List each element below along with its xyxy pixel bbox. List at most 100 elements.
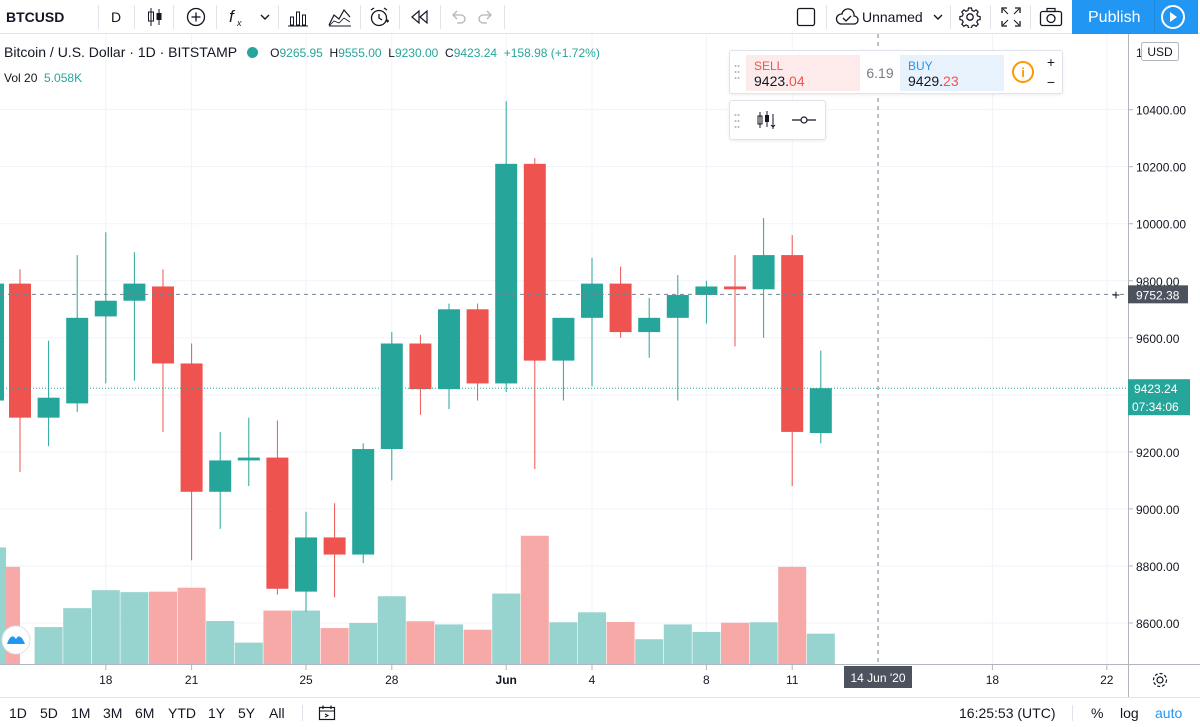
volume-bar (177, 587, 206, 664)
volume-bar (435, 624, 463, 664)
volume-label: Vol 20 (4, 71, 38, 85)
alert-icon[interactable] (365, 0, 393, 34)
high-label: H (329, 46, 339, 60)
drag-handle-icon[interactable] (734, 63, 740, 81)
undo-icon[interactable] (446, 0, 470, 34)
visibility-dot-icon[interactable] (247, 47, 259, 58)
volume-bar (406, 621, 435, 664)
range-all[interactable]: All (269, 705, 285, 721)
range-1m[interactable]: 1M (71, 705, 91, 721)
sell-button[interactable]: SELL 9423.04 (746, 55, 860, 91)
play-icon[interactable] (1161, 5, 1185, 29)
logo-shape (7, 636, 25, 644)
candle-body (724, 286, 746, 290)
financials-icon[interactable] (284, 0, 312, 34)
chart-axes: 8600.008800.009000.009200.009400.009600.… (0, 34, 1200, 697)
order-candles-icon[interactable] (756, 110, 778, 130)
buy-price-main: 9429. (908, 73, 944, 89)
price-tick-label: 8600.00 (1136, 617, 1180, 631)
scale-settings-icon[interactable] (1152, 672, 1168, 688)
trade-widget: SELL 9423.04 6.19 BUY 9429.23 i + − (729, 50, 1063, 94)
auto-toggle[interactable]: auto (1155, 705, 1183, 721)
range-6m[interactable]: 6M (135, 705, 155, 721)
candle-body (752, 255, 775, 290)
price-tick-label: 10200.00 (1136, 161, 1186, 175)
toolbar-divider (278, 5, 279, 29)
volume-bar (349, 622, 378, 664)
range-ytd[interactable]: YTD (168, 705, 196, 721)
cloud-icon[interactable] (834, 0, 860, 34)
countdown-label: 07:34:06 (1132, 400, 1179, 414)
price-tick-label: 9200.00 (1136, 446, 1180, 460)
volume-bar (778, 566, 807, 664)
redo-icon[interactable] (474, 0, 498, 34)
percent-toggle[interactable]: % (1091, 705, 1104, 721)
range-3m[interactable]: 3M (103, 705, 123, 721)
candle-body (66, 317, 89, 404)
price-chart[interactable]: + 8600.008800.009000.009200.009400.00960… (0, 34, 1200, 697)
camera-icon[interactable] (1037, 0, 1065, 34)
range-1d[interactable]: 1D (9, 705, 27, 721)
crosshair-plus-icon: + (1112, 286, 1120, 302)
volume-bar (120, 592, 149, 664)
low-value: 9230.00 (394, 46, 439, 60)
bottom-divider (302, 705, 303, 721)
goto-date-icon[interactable] (318, 698, 338, 727)
chevron-down-icon[interactable] (930, 0, 946, 34)
volume-bar (549, 622, 578, 664)
replay-icon[interactable] (406, 0, 434, 34)
candle-body (152, 286, 174, 364)
time-tick-label: 21 (185, 673, 199, 687)
line-tool-icon[interactable] (790, 110, 818, 130)
plus-icon[interactable]: + (1046, 54, 1056, 70)
time-tick-label: 28 (385, 673, 399, 687)
settings-icon[interactable] (956, 0, 984, 34)
bottom-divider (1072, 705, 1073, 721)
publish-button[interactable]: Publish (1072, 0, 1198, 34)
interval-button[interactable]: D (110, 9, 122, 25)
candle-body (666, 295, 689, 318)
volume-bar (520, 535, 549, 664)
add-compare-icon[interactable] (182, 0, 210, 34)
templates-icon[interactable] (324, 0, 356, 34)
time-tick-label: 8 (703, 673, 710, 687)
price-tick-label: 9800.00 (1136, 275, 1180, 289)
candle-body (9, 283, 31, 418)
sell-price: 9423.04 (754, 73, 805, 89)
quick-toolbar (729, 100, 826, 140)
volume-bar (263, 610, 292, 664)
candle-body (0, 283, 4, 401)
candles-icon[interactable] (143, 0, 167, 34)
price-tick-label: 10400.00 (1136, 104, 1186, 118)
buy-label: BUY (908, 59, 933, 73)
range-1y[interactable]: 1Y (208, 705, 226, 721)
layout-name[interactable]: Unnamed (862, 9, 923, 25)
range-5d[interactable]: 5D (40, 705, 58, 721)
volume-bars (0, 535, 835, 664)
chevron-down-icon[interactable] (256, 0, 274, 34)
volume-legend: Vol 20 5.058K (4, 71, 82, 85)
time-tick-label: 22 (1100, 673, 1114, 687)
time-tick-label: 25 (299, 673, 313, 687)
range-5y[interactable]: 5Y (238, 705, 256, 721)
volume-bar (34, 627, 63, 664)
volume-bar (721, 622, 749, 664)
chart-legend: Bitcoin / U.S. Dollar · 1D · BITSTAMP O92… (4, 44, 600, 60)
candle-body (237, 457, 260, 461)
symbol-search[interactable]: BTCUSD (6, 9, 65, 25)
minus-icon[interactable]: − (1046, 74, 1056, 90)
drag-handle-icon[interactable] (734, 112, 740, 130)
server-time[interactable]: 16:25:53 (UTC) (959, 705, 1056, 721)
candle-body (180, 363, 203, 492)
buy-button[interactable]: BUY 9429.23 (900, 55, 1004, 91)
change-value: +158.98 (+1.72%) (503, 46, 600, 60)
checkbox-icon[interactable] (794, 0, 818, 34)
volume-bar (749, 622, 778, 664)
fullscreen-icon[interactable] (998, 0, 1024, 34)
toolbar-divider (173, 5, 174, 29)
log-toggle[interactable]: log (1120, 705, 1139, 721)
info-icon[interactable]: i (1012, 61, 1034, 83)
volume-bar (0, 547, 6, 664)
legend-title: Bitcoin / U.S. Dollar · 1D · BITSTAMP (4, 44, 238, 60)
